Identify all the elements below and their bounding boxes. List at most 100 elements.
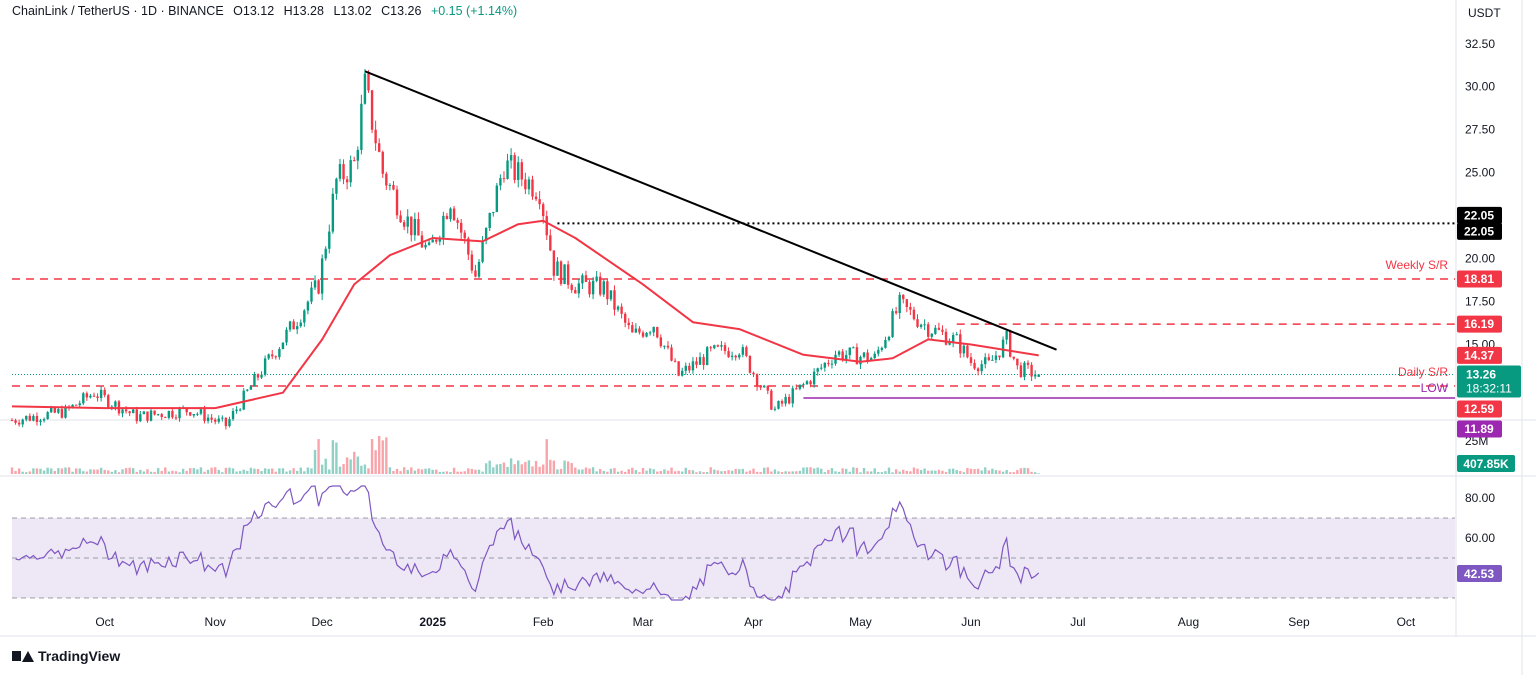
candle-body[interactable] <box>770 390 773 410</box>
candle-body[interactable] <box>142 411 146 415</box>
candle-body[interactable] <box>866 352 869 361</box>
candle-body[interactable] <box>912 309 916 320</box>
candle-body[interactable] <box>827 362 830 364</box>
candle-body[interactable] <box>256 374 260 378</box>
candle-body[interactable] <box>210 417 213 420</box>
candle-body[interactable] <box>481 240 484 262</box>
candle-body[interactable] <box>132 409 135 414</box>
candle-body[interactable] <box>566 264 570 285</box>
candle-body[interactable] <box>292 321 295 330</box>
candle-body[interactable] <box>880 347 884 350</box>
candle-body[interactable] <box>317 280 320 294</box>
candle-body[interactable] <box>228 419 231 427</box>
candle-body[interactable] <box>820 367 823 369</box>
candle-body[interactable] <box>78 403 81 406</box>
candle-body[interactable] <box>845 355 848 360</box>
candle-body[interactable] <box>780 401 784 404</box>
candle-body[interactable] <box>171 410 174 418</box>
candle-body[interactable] <box>107 395 110 408</box>
candle-body[interactable] <box>363 73 367 104</box>
rsi-line[interactable] <box>15 485 1040 601</box>
candle-body[interactable] <box>121 409 124 414</box>
candle-body[interactable] <box>381 151 384 174</box>
candle-body[interactable] <box>424 244 427 248</box>
tradingview-brand[interactable]: TradingView <box>12 648 120 664</box>
candle-body[interactable] <box>470 254 474 271</box>
candle-body[interactable] <box>559 261 563 285</box>
candle-body[interactable] <box>242 390 245 410</box>
candle-body[interactable] <box>763 385 766 388</box>
candle-body[interactable] <box>25 415 28 420</box>
candle-body[interactable] <box>663 345 666 347</box>
candle-body[interactable] <box>994 355 998 360</box>
last-price-tag[interactable] <box>1457 365 1521 398</box>
candle-body[interactable] <box>189 412 192 416</box>
candle-body[interactable] <box>962 345 966 354</box>
candle-body[interactable] <box>114 401 117 407</box>
candle-body[interactable] <box>698 357 702 365</box>
candle-body[interactable] <box>57 409 60 413</box>
candle-body[interactable] <box>331 193 335 232</box>
candle-body[interactable] <box>759 386 762 388</box>
candle-body[interactable] <box>623 313 627 323</box>
candle-body[interactable] <box>930 333 933 337</box>
candle-body[interactable] <box>263 358 267 375</box>
candle-body[interactable] <box>260 374 263 378</box>
candle-body[interactable] <box>224 417 228 427</box>
candle-body[interactable] <box>10 420 14 422</box>
candle-body[interactable] <box>705 347 709 366</box>
candle-body[interactable] <box>149 410 153 421</box>
candle-body[interactable] <box>313 280 317 288</box>
candle-body[interactable] <box>310 287 313 302</box>
candle-body[interactable] <box>164 417 167 419</box>
candle-body[interactable] <box>620 306 623 314</box>
candle-body[interactable] <box>809 381 812 385</box>
candle-body[interactable] <box>716 345 720 347</box>
candle-body[interactable] <box>281 342 285 350</box>
candle-body[interactable] <box>402 222 406 227</box>
candle-body[interactable] <box>53 407 56 413</box>
candle-body[interactable] <box>367 73 370 91</box>
candle-body[interactable] <box>613 290 616 310</box>
candle-body[interactable] <box>923 324 926 326</box>
candle-body[interactable] <box>438 237 441 242</box>
candle-body[interactable] <box>477 261 481 277</box>
candle-body[interactable] <box>549 235 552 251</box>
candle-body[interactable] <box>766 385 769 391</box>
candle-body[interactable] <box>702 357 705 366</box>
candle-body[interactable] <box>545 216 548 236</box>
candle-body[interactable] <box>427 242 431 245</box>
candle-body[interactable] <box>452 208 456 221</box>
candle-body[interactable] <box>830 363 834 365</box>
candle-body[interactable] <box>413 218 417 236</box>
candle-body[interactable] <box>74 404 78 406</box>
candle-body[interactable] <box>670 347 673 361</box>
candle-body[interactable] <box>584 275 588 282</box>
candle-body[interactable] <box>563 264 566 285</box>
candle-body[interactable] <box>17 422 21 425</box>
candle-body[interactable] <box>406 216 409 227</box>
candle-body[interactable] <box>791 388 794 404</box>
moving-average-line[interactable] <box>11 219 1039 410</box>
candle-body[interactable] <box>85 393 89 398</box>
candle-body[interactable] <box>1026 362 1030 365</box>
candle-body[interactable] <box>659 337 663 347</box>
candle-body[interactable] <box>328 231 331 249</box>
candle-body[interactable] <box>869 358 873 361</box>
candle-body[interactable] <box>823 362 827 368</box>
candle-body[interactable] <box>484 228 488 241</box>
candle-body[interactable] <box>50 407 53 413</box>
candle-body[interactable] <box>456 220 459 223</box>
candle-body[interactable] <box>35 415 39 423</box>
candle-body[interactable] <box>1009 330 1012 357</box>
candle-body[interactable] <box>146 411 149 421</box>
candle-body[interactable] <box>641 332 645 337</box>
candle-body[interactable] <box>638 328 641 333</box>
candle-body[interactable] <box>196 413 199 415</box>
candle-body[interactable] <box>973 362 976 369</box>
candle-body[interactable] <box>848 347 851 356</box>
candle-body[interactable] <box>417 218 420 236</box>
candle-body[interactable] <box>902 294 905 300</box>
candle-body[interactable] <box>235 409 238 412</box>
candle-body[interactable] <box>495 185 499 212</box>
